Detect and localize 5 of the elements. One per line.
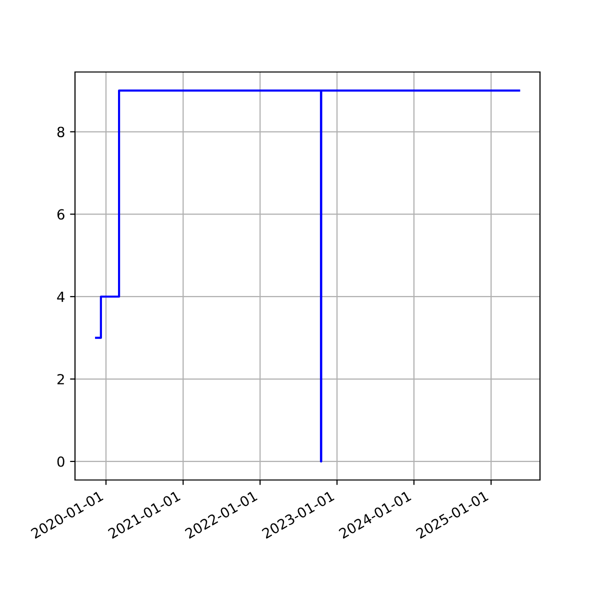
y-tick-label: 6 xyxy=(57,209,64,220)
y-tick-label: 4 xyxy=(57,292,64,302)
y-tick-label: 0 xyxy=(57,456,64,467)
y-tick-label: 2 xyxy=(57,374,64,384)
y-tick-label: 8 xyxy=(57,126,64,138)
